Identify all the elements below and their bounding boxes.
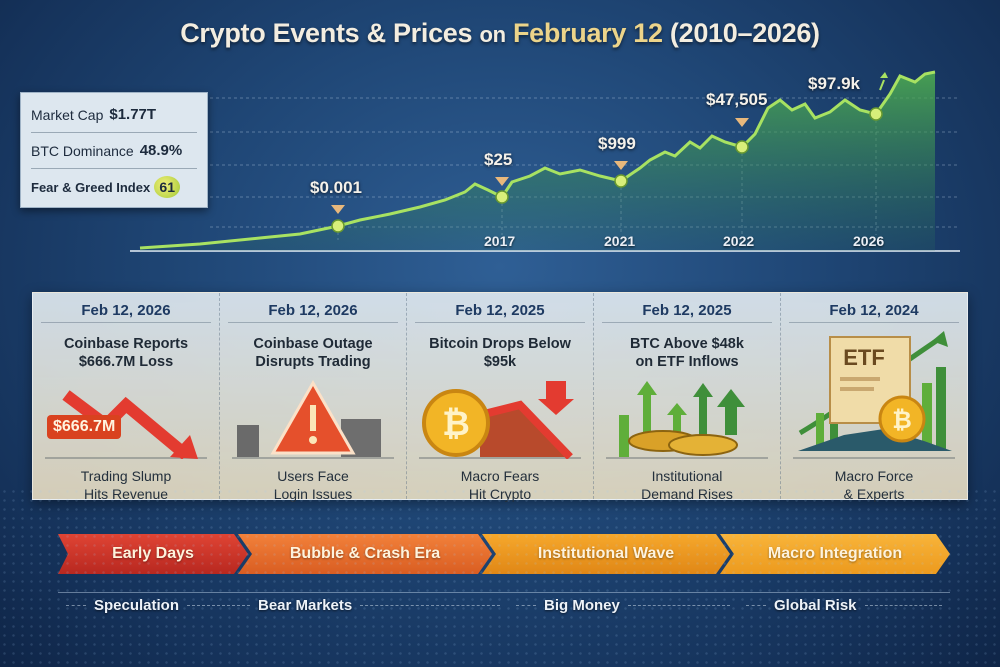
event-date: Feb 12, 2025 [415, 299, 585, 323]
headline-line-2: $95k [483, 354, 517, 370]
price-chart-svg [130, 70, 960, 252]
event-cards: Feb 12, 2026 Coinbase Reports $666.7M Lo… [32, 292, 968, 502]
price-label-0: $0.001 [310, 178, 362, 197]
label-global-risk: Global Risk [774, 597, 857, 614]
area-fill [140, 72, 935, 251]
data-points [331, 107, 883, 233]
subtitle-line-1: Macro Fears [460, 468, 540, 484]
price-label-2: $999 [598, 134, 636, 153]
svg-text:ETF: ETF [843, 345, 885, 370]
event-headline: Coinbase Reports $666.7M Loss [33, 335, 219, 375]
event-headline: Coinbase Outage Disrupts Trading [220, 335, 406, 375]
market-cap-value: $1.77T [109, 106, 157, 123]
title-main: Crypto Events & Prices [180, 18, 473, 48]
page-title: Crypto Events & Prices on February 12 (2… [0, 18, 1000, 49]
event-card: Feb 12, 2024 ETF ₿ [781, 293, 967, 502]
phase-macro-integration: Macro Integration [720, 534, 950, 574]
price-label-1: $25 [484, 150, 513, 169]
phase-early-days: Early Days [58, 534, 248, 574]
price-line [139, 70, 936, 250]
x-tick-2026: 2026 [853, 233, 885, 249]
warning-icon [237, 379, 381, 457]
up-arrow-icon [879, 79, 885, 91]
price-label-3: $47,505 [706, 90, 768, 109]
price-chart: $0.001 $25 $999 $47,505 $97.9k 2017 2021… [0, 60, 1000, 270]
fear-greed-label: Fear & Greed Index [31, 179, 151, 195]
headline-line-2: $666.7M Loss [78, 354, 174, 370]
phase-bubble-crash: Bubble & Crash Era [238, 534, 492, 574]
subtitle-line-1: Institutional [651, 468, 723, 484]
event-subtitle: Users Face Login Issues [220, 467, 406, 503]
label-speculation: Speculation [94, 597, 180, 614]
headline-line-1: Bitcoin Drops Below [429, 336, 571, 352]
era-label: Bear Markets [258, 595, 508, 616]
fear-greed-row: Fear & Greed Index 61 [31, 169, 197, 205]
headline-line-2: Disrupts Trading [255, 354, 371, 370]
title-date: February 12 [512, 18, 663, 48]
x-tick-2021: 2021 [604, 233, 636, 249]
market-stats-panel: Market Cap $1.77T BTC Dominance 48.9% Fe… [20, 92, 208, 208]
marker-triangles [331, 118, 749, 214]
headline-line-2: on ETF Inflows [635, 354, 739, 370]
btc-drop-art: ₿ [419, 375, 581, 460]
era-timeline: Early Days Bubble & Crash Era Institutio… [58, 534, 950, 574]
subtitle-line-2: Login Issues [273, 486, 353, 502]
etf-document-icon: ETF ₿ [798, 331, 952, 451]
subtitle-line-2: Hit Crypto [468, 486, 532, 502]
event-date: Feb 12, 2026 [41, 299, 211, 323]
event-card: Feb 12, 2025 Bitcoin Drops Below $95k ₿ … [407, 293, 594, 502]
title-range: (2010–2026) [669, 18, 820, 48]
down-trend-art: $666.7M [45, 375, 207, 460]
title-on: on [479, 22, 506, 47]
headline-line-1: BTC Above $48k [630, 336, 744, 352]
btc-dominance-value: 48.9% [139, 142, 183, 159]
event-subtitle: Macro Fears Hit Crypto [407, 467, 593, 503]
event-headline: Bitcoin Drops Below $95k [407, 335, 593, 375]
svg-text:₿: ₿ [442, 405, 470, 443]
headline-line-1: Coinbase Outage [253, 336, 373, 352]
label-big-money: Big Money [544, 597, 620, 614]
era-label: Speculation [58, 595, 258, 616]
subtitle-line-2: Hits Revenue [83, 486, 169, 502]
event-subtitle: Macro Force & Experts [781, 467, 967, 503]
phase-institutional-wave: Institutional Wave [482, 534, 730, 574]
etf-inflow-art [606, 375, 768, 459]
subtitle-line-1: Users Face [277, 468, 349, 484]
headline-line-1: Coinbase Reports [63, 336, 189, 352]
etf-art: ETF ₿ [793, 323, 955, 459]
subtitle-line-2: & Experts [843, 486, 905, 502]
event-headline: BTC Above $48k on ETF Inflows [594, 335, 780, 375]
event-date: Feb 12, 2024 [789, 299, 959, 323]
btc-dominance-row: BTC Dominance 48.9% [31, 133, 197, 169]
bitcoin-coin-icon: ₿ [422, 381, 574, 460]
market-cap-label: Market Cap [31, 106, 104, 123]
subtitle-line-1: Trading Slump [80, 468, 172, 484]
outage-art [232, 375, 394, 459]
subtitle-line-2: Demand Rises [641, 486, 733, 502]
x-tick-2022: 2022 [723, 233, 755, 249]
event-subtitle: Institutional Demand Rises [594, 467, 780, 503]
subtitle-line-1: Macro Force [834, 468, 914, 484]
price-label-4: $97.9k [808, 74, 860, 93]
btc-dominance-label: BTC Dominance [31, 142, 134, 159]
x-tick-2017: 2017 [484, 233, 516, 249]
era-labels: Speculation Bear Markets Big Money Globa… [58, 592, 950, 616]
loss-badge: $666.7M [47, 415, 122, 439]
era-label: Global Risk [738, 595, 950, 616]
event-card: Feb 12, 2026 Coinbase Reports $666.7M Lo… [33, 293, 220, 502]
label-bear-markets: Bear Markets [258, 597, 353, 614]
market-cap-row: Market Cap $1.77T [31, 97, 197, 133]
fear-greed-badge: 61 [154, 176, 181, 198]
up-arrows-icon [619, 381, 745, 457]
event-subtitle: Trading Slump Hits Revenue [33, 467, 219, 503]
era-label: Big Money [508, 595, 738, 616]
event-card: Feb 12, 2025 BTC Above $48k on ETF Inflo… [594, 293, 781, 502]
svg-text:₿: ₿ [892, 407, 912, 434]
event-date: Feb 12, 2025 [602, 299, 772, 323]
event-card: Feb 12, 2026 Coinbase Outage Disrupts Tr… [220, 293, 407, 502]
event-date: Feb 12, 2026 [228, 299, 398, 323]
